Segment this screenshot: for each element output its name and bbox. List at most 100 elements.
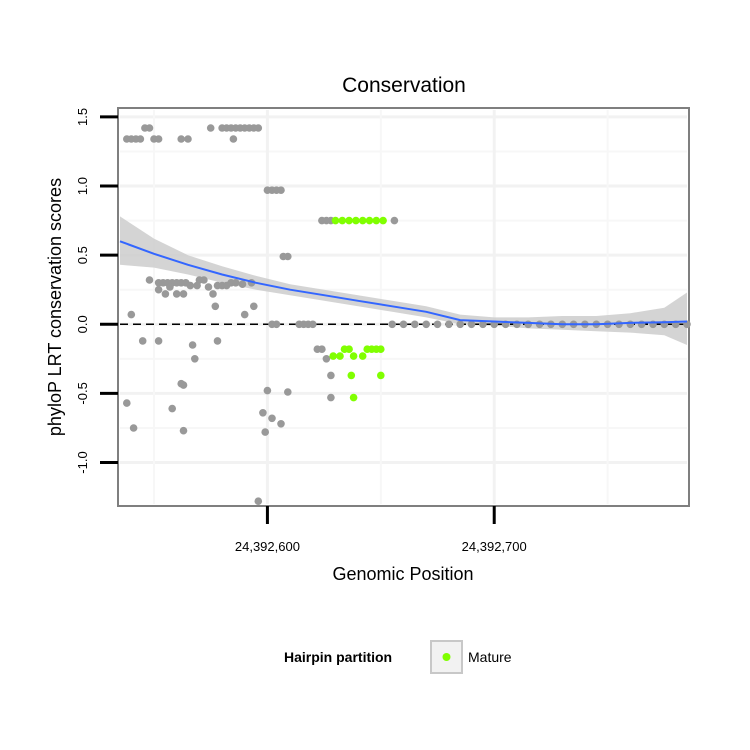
data-point-other <box>123 399 131 407</box>
y-tick-label: -1.0 <box>75 451 90 473</box>
y-tick-label: -0.5 <box>75 382 90 404</box>
series-other <box>123 124 691 506</box>
data-point-other <box>277 186 285 194</box>
data-point-other <box>309 320 317 329</box>
data-point-mature <box>347 371 356 380</box>
data-point-other <box>213 337 222 345</box>
data-point-other <box>206 124 215 132</box>
data-point-other <box>318 345 326 354</box>
data-point-other <box>261 428 270 436</box>
smooth-line-layer <box>119 240 688 326</box>
chart-title: Conservation <box>342 74 466 97</box>
y-tick-label: 0.5 <box>75 246 90 264</box>
data-point-other <box>154 337 163 345</box>
data-point-other <box>145 276 154 284</box>
data-point-mature <box>372 216 381 225</box>
data-point-mature <box>379 216 387 225</box>
data-point-other <box>272 320 281 329</box>
data-point-other <box>211 302 220 311</box>
data-point-other <box>433 320 442 329</box>
data-point-other <box>231 279 240 287</box>
data-point-other <box>191 355 199 363</box>
data-point-mature <box>349 352 358 360</box>
data-point-other <box>322 355 331 363</box>
data-point-mature <box>349 393 358 402</box>
data-point-other <box>399 320 408 329</box>
y-axis: -1.0 -0.5 0.0 0.5 1.0 1.5 <box>75 108 118 474</box>
x-tick-label: 24,392,700 <box>462 539 527 554</box>
data-point-other <box>179 426 188 435</box>
y-tick-label: 1.0 <box>75 177 90 195</box>
data-point-other <box>129 424 138 432</box>
legend-label-mature: Mature <box>468 649 512 665</box>
data-point-other <box>127 310 136 319</box>
data-point-other <box>259 409 267 417</box>
data-point-other <box>168 404 176 413</box>
series-mature <box>329 216 387 402</box>
data-point-other <box>184 135 192 143</box>
data-point-other <box>284 388 292 396</box>
data-point-mature <box>345 345 353 354</box>
data-point-other <box>209 290 217 298</box>
data-point-other <box>277 420 285 428</box>
data-point-other <box>240 310 249 319</box>
points-layer <box>123 124 691 506</box>
data-point-mature <box>377 345 385 354</box>
data-point-other <box>456 320 465 329</box>
y-tick-label: 1.5 <box>75 108 90 126</box>
grid-lines <box>120 110 687 504</box>
data-point-other <box>154 285 163 294</box>
x-axis: 24,392,600 24,392,700 <box>235 506 527 554</box>
data-point-other <box>524 320 532 329</box>
data-point-other <box>172 290 181 298</box>
data-point-other <box>422 320 431 329</box>
data-point-other <box>626 320 635 329</box>
legend-dot-mature <box>442 653 451 661</box>
data-point-other <box>200 276 208 284</box>
data-point-mature <box>338 216 347 225</box>
legend-title: Hairpin partition <box>284 649 392 665</box>
data-point-other <box>445 320 453 329</box>
y-tick-label: 0.0 <box>75 315 90 333</box>
data-point-other <box>327 393 335 402</box>
data-point-other <box>188 341 197 349</box>
data-point-mature <box>336 352 344 360</box>
data-point-other <box>229 135 238 143</box>
data-point-other <box>238 280 247 289</box>
data-point-other <box>254 124 263 132</box>
data-point-mature <box>345 216 353 225</box>
data-point-other <box>179 290 188 298</box>
data-point-mature <box>365 216 374 225</box>
x-axis-title: Genomic Position <box>332 564 473 584</box>
smooth-line <box>119 240 688 326</box>
data-point-mature <box>358 216 367 225</box>
data-point-other <box>390 216 399 225</box>
data-point-other <box>268 414 276 423</box>
data-point-other <box>186 281 195 290</box>
data-point-other <box>254 497 263 506</box>
data-point-other <box>136 135 145 143</box>
x-tick-label: 24,392,600 <box>235 539 300 554</box>
data-point-other <box>327 371 335 380</box>
data-point-mature <box>377 371 385 380</box>
data-point-other <box>177 135 185 143</box>
data-point-other <box>388 320 397 329</box>
data-point-mature <box>331 216 340 225</box>
data-point-other <box>154 135 163 143</box>
data-point-other <box>179 381 188 389</box>
data-point-other <box>145 124 154 132</box>
data-point-other <box>263 386 272 395</box>
data-point-other <box>161 290 170 298</box>
data-point-other <box>479 320 487 329</box>
legend: Hairpin partition Mature <box>284 640 512 674</box>
data-point-other <box>250 302 258 311</box>
data-point-mature <box>329 352 338 360</box>
data-point-other <box>284 252 292 261</box>
data-point-other <box>166 283 174 291</box>
data-point-other <box>204 283 213 291</box>
data-point-other <box>411 320 419 329</box>
data-point-mature <box>358 352 367 360</box>
data-point-other <box>138 337 147 345</box>
data-point-other <box>467 320 476 329</box>
